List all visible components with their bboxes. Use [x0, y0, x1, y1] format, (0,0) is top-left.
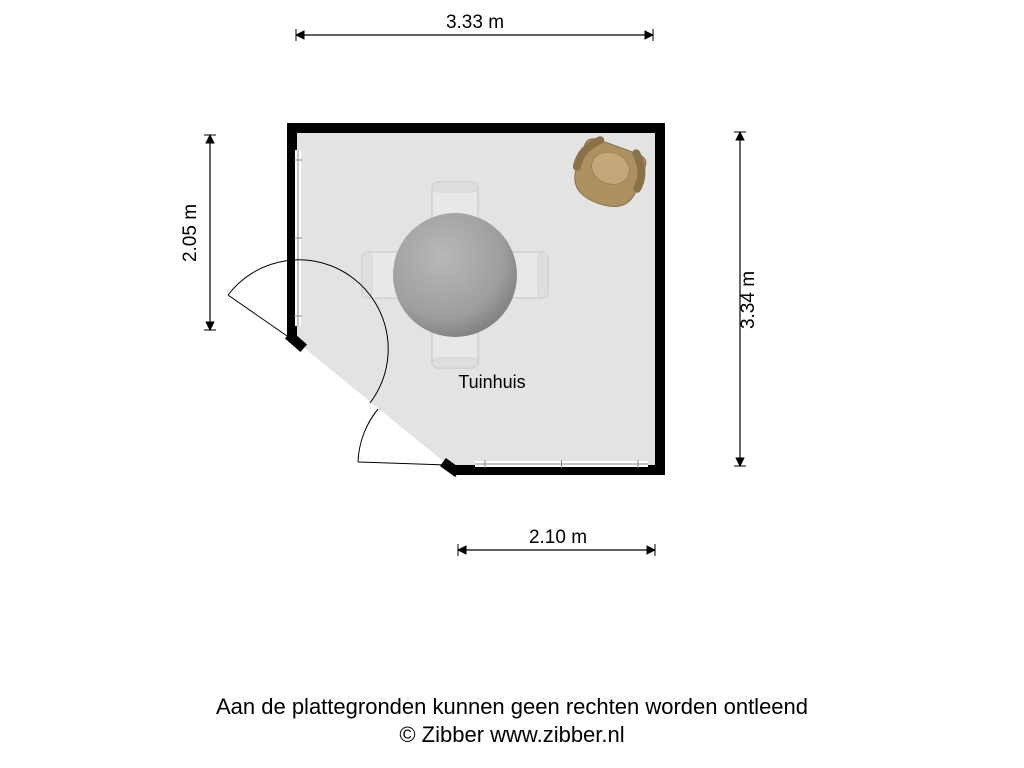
dimension-right-label: 3.34 m: [738, 271, 759, 329]
dimension-top-label: 3.33 m: [446, 12, 504, 33]
footer-line-2: © Zibber www.zibber.nl: [399, 722, 624, 747]
dimension-left: 2.05 m: [180, 135, 216, 330]
room-label: Tuinhuis: [458, 372, 525, 392]
dimension-top: 3.33 m: [296, 12, 653, 41]
footer-line-1: Aan de plattegronden kunnen geen rechten…: [216, 694, 808, 719]
round-table: [393, 213, 517, 337]
dimension-right: 3.34 m: [734, 132, 759, 466]
dimension-bottom: 2.10 m: [458, 527, 655, 556]
floorplan-svg: Tuinhuis 3.33 m 2.10 m 2.05 m 3.34 m Aan de p…: [0, 0, 1024, 768]
floorplan-stage: Tuinhuis 3.33 m 2.10 m 2.05 m 3.34 m Aan de p…: [0, 0, 1024, 768]
dimension-left-label: 2.05 m: [180, 204, 201, 262]
dimension-bottom-label: 2.10 m: [529, 527, 587, 548]
wall-diag-lower: [447, 465, 454, 470]
